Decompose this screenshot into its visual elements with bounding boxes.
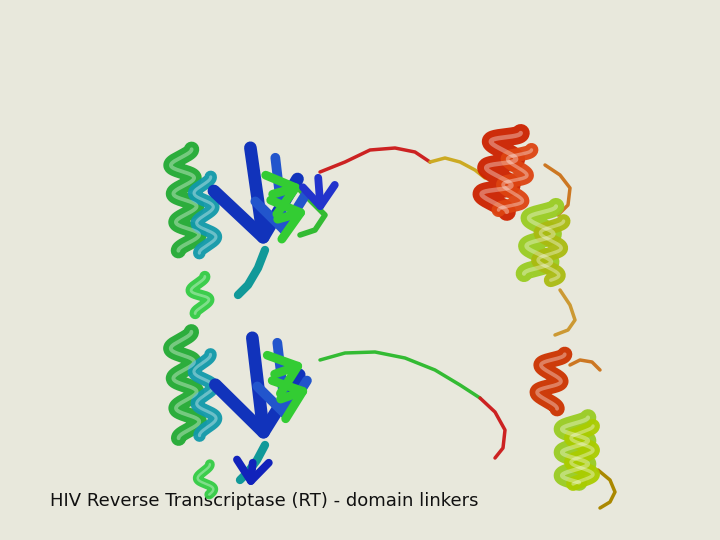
- Text: HIV Reverse Transcriptase (RT) - domain linkers: HIV Reverse Transcriptase (RT) - domain …: [50, 492, 479, 510]
